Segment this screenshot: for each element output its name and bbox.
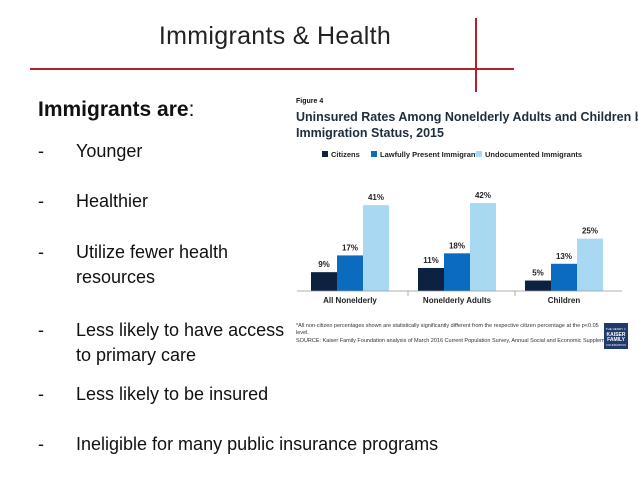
figure-label: Figure 4	[296, 98, 323, 105]
legend-swatch	[371, 151, 377, 157]
heading-bold-text: Immigrants are	[38, 98, 189, 121]
bullet-item: - Younger	[38, 139, 142, 164]
bullet-text: Less likely to have access to primary ca…	[76, 320, 285, 365]
bullet-dash: -	[38, 242, 44, 262]
bullet-dash: -	[38, 191, 44, 211]
title-divider-horizontal	[30, 68, 514, 70]
bar	[444, 253, 470, 291]
title-divider-vertical	[475, 18, 477, 92]
bar-value-label: 5%	[532, 269, 544, 278]
bar-value-label: 9%	[318, 260, 330, 269]
footnote-line2: level.	[296, 330, 309, 336]
bar	[525, 280, 551, 291]
bar	[337, 255, 363, 291]
source-note: SOURCE: Kaiser Family Foundation analysi…	[296, 338, 613, 344]
bar-value-label: 11%	[423, 256, 439, 265]
bullet-dash: -	[38, 141, 44, 161]
bar-value-label: 42%	[475, 191, 491, 200]
chart-title-line1: Uninsured Rates Among Nonelderly Adults …	[296, 110, 638, 124]
legend-label: Citizens	[331, 150, 360, 159]
bullet-text: Utilize fewer health resources	[76, 242, 229, 287]
x-tick-label: All Nonelderly	[323, 296, 377, 305]
bullet-item: - Less likely to be insured	[38, 382, 268, 407]
bullet-text: Ineligible for many public insurance pro…	[76, 434, 439, 454]
slide-title: Immigrants & Health	[158, 22, 392, 50]
logo-text: THE HENRY J.	[606, 327, 627, 331]
bullet-text: Healthier	[76, 191, 149, 211]
legend-swatch	[322, 151, 328, 157]
bullet-item: - Healthier	[38, 189, 148, 214]
bullet-dash: -	[38, 384, 44, 404]
bar	[551, 263, 577, 291]
bullet-item: - Less likely to have access to primary …	[38, 318, 284, 368]
bar	[577, 238, 603, 291]
x-tick-label: Children	[548, 296, 581, 305]
chart-legend: Citizens Lawfully Present Immigrants Undoc…	[322, 150, 582, 159]
bar-value-label: 17%	[342, 243, 358, 252]
bar	[363, 205, 389, 291]
bar	[311, 272, 337, 291]
chart-category-labels: All Nonelderly Nonelderly Adults Children	[323, 291, 580, 305]
bar-value-label: 18%	[449, 241, 465, 250]
bullet-text: Younger	[76, 141, 143, 161]
logo-text: FAMILY	[607, 337, 626, 343]
bar	[470, 203, 496, 291]
bullet-item: - Utilize fewer health resources	[38, 240, 228, 290]
bar	[418, 267, 444, 291]
bullet-item: - Ineligible for many public insurance p…	[38, 432, 438, 457]
bullet-dash: -	[38, 434, 44, 454]
section-heading: Immigrants are:	[38, 98, 194, 122]
footnote-line1: *All non-citizen percentages shown are s…	[296, 323, 599, 329]
legend-label: Undocumented Immigrants	[485, 150, 582, 159]
logo-text: KAISER	[607, 332, 626, 338]
kaiser-logo: THE HENRY J. KAISER FAMILY FOUNDATION	[604, 323, 628, 349]
chart-title-line2: Immigration Status, 2015	[296, 126, 444, 140]
legend-label: Lawfully Present Immigrants	[380, 150, 482, 159]
logo-text: FOUNDATION	[606, 343, 626, 347]
bar-value-label: 41%	[368, 193, 384, 202]
bullet-dash: -	[38, 320, 44, 340]
bar-value-label: 25%	[582, 227, 598, 236]
heading-colon: :	[188, 98, 195, 121]
legend-swatch	[476, 151, 482, 157]
bullet-text: Less likely to be insured	[76, 384, 269, 404]
x-tick-label: Nonelderly Adults	[423, 296, 492, 305]
bar-value-label: 13%	[556, 252, 572, 261]
chart-bars: 9% 17% 41% 11% 18% 42% 5% 13% 25%	[311, 191, 603, 291]
